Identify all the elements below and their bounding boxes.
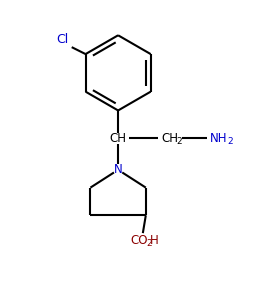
Text: 2: 2: [146, 239, 152, 248]
Text: 2: 2: [227, 137, 233, 145]
Text: N: N: [114, 163, 123, 176]
Text: CO: CO: [130, 234, 148, 246]
Text: NH: NH: [210, 132, 228, 145]
Text: CH: CH: [110, 132, 127, 145]
Text: H: H: [150, 234, 159, 246]
Text: CH: CH: [161, 132, 178, 145]
Text: 2: 2: [177, 137, 182, 145]
Text: Cl: Cl: [56, 33, 68, 46]
